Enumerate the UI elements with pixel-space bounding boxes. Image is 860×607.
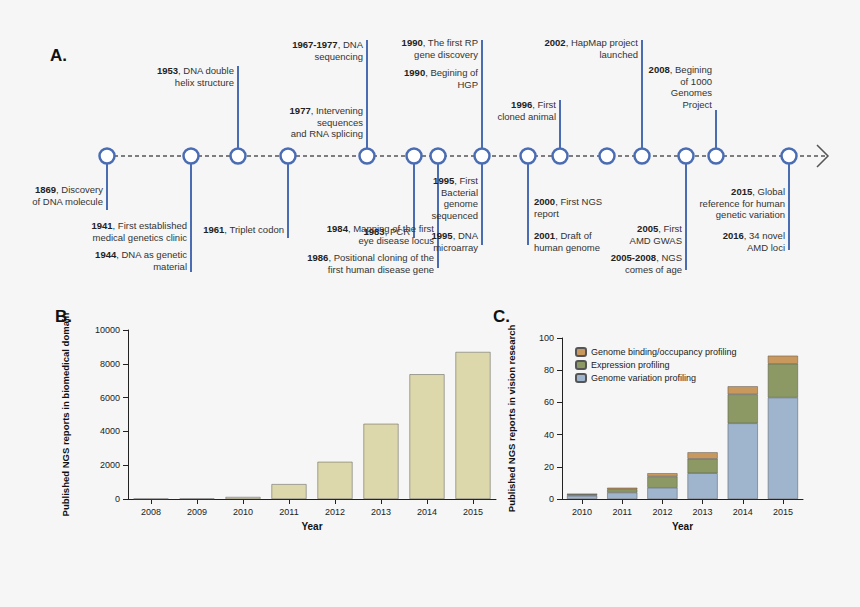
svg-text:4000: 4000 (100, 426, 120, 436)
svg-text:40: 40 (544, 430, 554, 440)
svg-text:0: 0 (115, 494, 120, 504)
svg-text:1983, PCR: 1983, PCR (364, 226, 411, 237)
svg-text:sequenced: sequenced (432, 210, 478, 221)
svg-text:cloned animal: cloned animal (497, 111, 556, 122)
svg-text:AMD loci: AMD loci (747, 242, 785, 253)
svg-text:2015: 2015 (773, 507, 793, 517)
svg-text:2005-2008, NGS: 2005-2008, NGS (611, 252, 682, 263)
svg-text:60: 60 (544, 397, 554, 407)
svg-text:Project: Project (682, 99, 712, 110)
svg-text:Year: Year (672, 521, 693, 532)
svg-text:of DNA molecule: of DNA molecule (32, 196, 103, 207)
svg-text:2015, Global: 2015, Global (731, 186, 785, 197)
svg-text:medical genetics clinic: medical genetics clinic (92, 232, 187, 243)
svg-text:8000: 8000 (100, 359, 120, 369)
svg-text:gene discovery: gene discovery (414, 49, 478, 60)
svg-text:100: 100 (539, 333, 554, 343)
svg-text:B.: B. (55, 307, 72, 326)
svg-text:1941, First established: 1941, First established (91, 220, 187, 231)
svg-text:1986, Positional cloning of th: 1986, Positional cloning of the (307, 252, 434, 263)
svg-text:6000: 6000 (100, 393, 120, 403)
svg-text:1869, Discovery: 1869, Discovery (35, 184, 103, 195)
svg-text:2013: 2013 (371, 507, 391, 517)
svg-text:Genome variation profiling: Genome variation profiling (591, 373, 696, 383)
svg-text:1961, Triplet codon: 1961, Triplet codon (203, 224, 284, 235)
svg-text:of 1000: of 1000 (680, 76, 712, 87)
svg-text:AMD GWAS: AMD GWAS (630, 235, 682, 246)
svg-text:and RNA splicing: and RNA splicing (291, 128, 363, 139)
svg-text:2014: 2014 (733, 507, 753, 517)
svg-text:2012: 2012 (652, 507, 672, 517)
svg-text:HGP: HGP (457, 79, 478, 90)
svg-text:1953, DNA double: 1953, DNA double (157, 65, 234, 76)
svg-text:2011: 2011 (279, 507, 298, 517)
svg-text:genome: genome (444, 198, 478, 209)
svg-text:2013: 2013 (693, 507, 713, 517)
svg-text:reference for human: reference for human (699, 198, 785, 209)
svg-text:1996, First: 1996, First (511, 99, 556, 110)
svg-text:Expression profiling: Expression profiling (591, 360, 670, 370)
svg-text:report: report (534, 208, 559, 219)
svg-text:material: material (153, 261, 187, 272)
svg-text:Published NGS reports in biome: Published NGS reports in biomedical doma… (60, 312, 71, 516)
svg-text:first human disease gene: first human disease gene (328, 264, 434, 275)
svg-text:2012: 2012 (325, 507, 345, 517)
svg-text:1990, Begining of: 1990, Begining of (404, 67, 478, 78)
svg-text:1944, DNA as genetic: 1944, DNA as genetic (95, 249, 187, 260)
svg-text:eye disease locus: eye disease locus (358, 235, 434, 246)
svg-text:2010: 2010 (233, 507, 253, 517)
svg-text:C.: C. (493, 307, 510, 326)
svg-text:2000: 2000 (100, 460, 120, 470)
svg-text:2001, Draft of: 2001, Draft of (534, 230, 592, 241)
svg-text:Genomes: Genomes (671, 87, 712, 98)
svg-text:1995, DNA: 1995, DNA (432, 230, 479, 241)
svg-text:sequencing: sequencing (314, 51, 363, 62)
svg-text:microarray: microarray (433, 242, 478, 253)
svg-text:10000: 10000 (95, 325, 120, 335)
svg-text:2002, HapMap project: 2002, HapMap project (545, 37, 639, 48)
svg-text:A.: A. (50, 46, 67, 65)
svg-text:2010: 2010 (572, 507, 592, 517)
svg-text:2005, First: 2005, First (637, 223, 682, 234)
svg-text:1990, The first RP: 1990, The first RP (402, 37, 478, 48)
svg-text:launched: launched (599, 49, 638, 60)
svg-text:0: 0 (549, 494, 554, 504)
svg-text:1967-1977, DNA: 1967-1977, DNA (292, 39, 363, 50)
svg-text:1995, First: 1995, First (433, 175, 478, 186)
svg-text:2000, First NGS: 2000, First NGS (534, 196, 602, 207)
svg-text:2008, Begining: 2008, Begining (649, 64, 712, 75)
svg-text:80: 80 (544, 365, 554, 375)
svg-text:genetic variation: genetic variation (716, 209, 785, 220)
svg-text:2008: 2008 (141, 507, 161, 517)
svg-text:Published NGS reports in visio: Published NGS reports in vision research (506, 325, 517, 513)
svg-text:2015: 2015 (463, 507, 483, 517)
svg-text:Genome binding/occupancy profi: Genome binding/occupancy profiling (591, 347, 737, 357)
svg-text:Bacterial: Bacterial (441, 187, 478, 198)
svg-text:human genome: human genome (534, 242, 600, 253)
svg-text:1977, Intervening: 1977, Intervening (290, 105, 363, 116)
svg-text:2011: 2011 (613, 507, 632, 517)
svg-text:2009: 2009 (187, 507, 207, 517)
svg-text:20: 20 (544, 462, 554, 472)
svg-text:Year: Year (301, 521, 322, 532)
svg-text:2014: 2014 (417, 507, 437, 517)
svg-text:helix structure: helix structure (175, 77, 234, 88)
svg-text:1984, Mapping of the first: 1984, Mapping of the first (327, 223, 435, 234)
svg-text:sequences: sequences (317, 117, 363, 128)
svg-text:comes of age: comes of age (625, 264, 682, 275)
svg-text:2016, 34 novel: 2016, 34 novel (723, 230, 785, 241)
